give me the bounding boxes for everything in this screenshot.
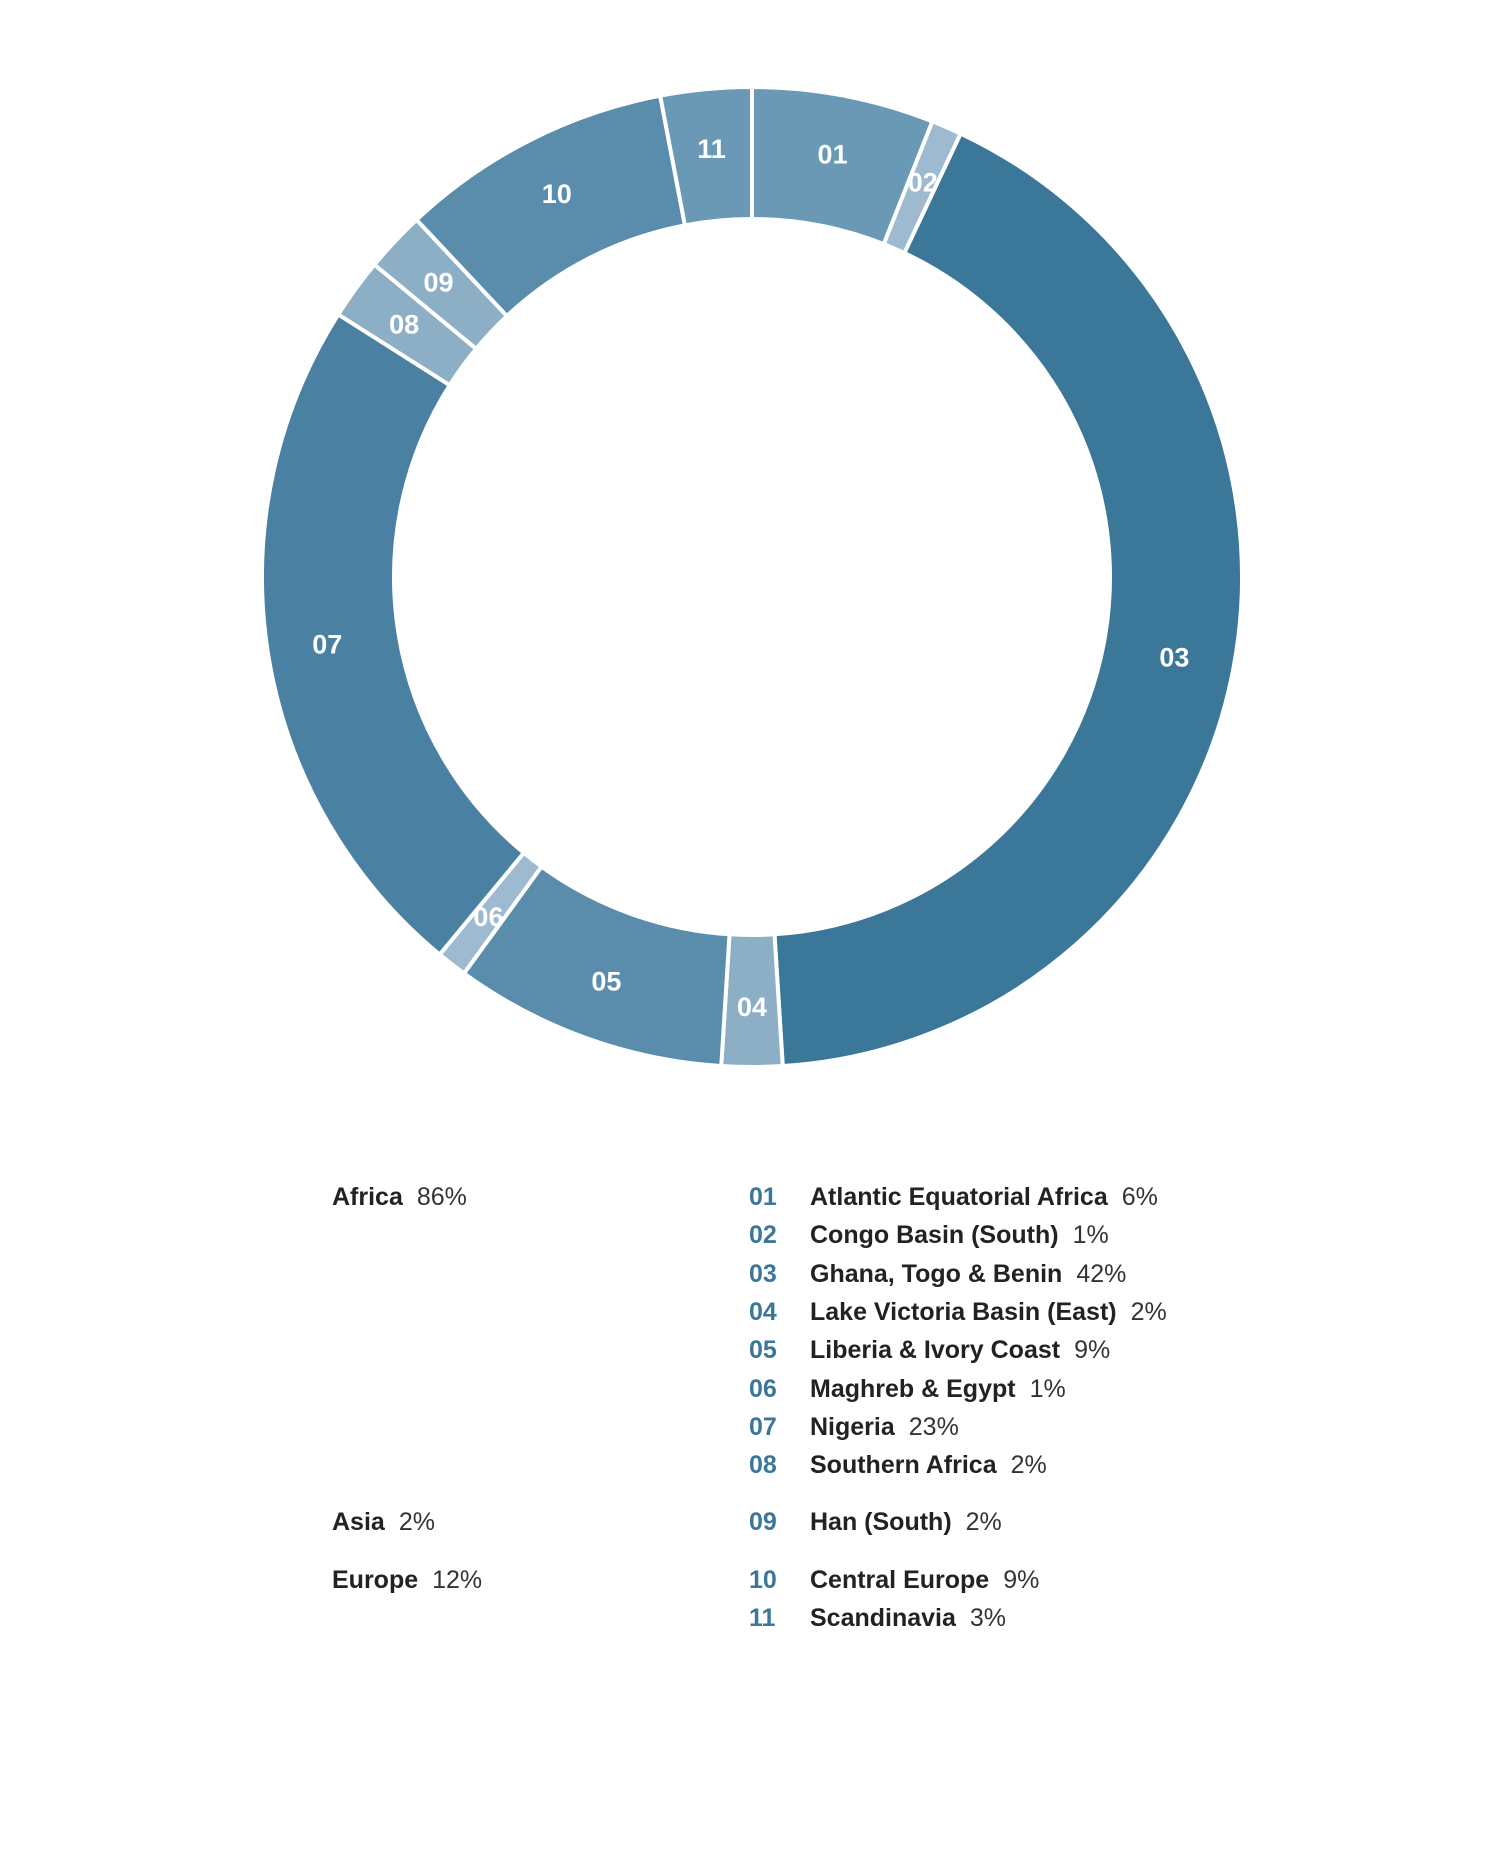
legend-code: 04 [749,1297,777,1326]
legend-name: Nigeria [810,1412,895,1441]
slice-11 [657,84,754,228]
legend-label: Central Europe 9% [810,1561,1039,1599]
legend-name: Han (South) [810,1508,952,1536]
slice-label-08: 08 [389,309,419,339]
legend-code: 09 [749,1508,777,1536]
legend-label: Ghana, Togo & Benin 42% [810,1255,1126,1293]
legend-percent: 23% [908,1412,959,1441]
region-row-africa: Africa 86% [332,1178,467,1216]
legend-label: Nigeria 23% [810,1408,959,1446]
legend-name: Maghreb & Egypt [810,1374,1016,1403]
legend-code: 01 [749,1183,777,1211]
legend-label: Liberia & Ivory Coast 9% [810,1331,1110,1369]
legend-name: Ghana, Togo & Benin [810,1259,1063,1288]
region-name: Africa [332,1183,403,1211]
legend-code: 05 [749,1336,777,1365]
slice-03 [772,130,1244,1069]
region-percent: 12% [432,1566,483,1594]
legend-percent: 9% [1003,1566,1040,1594]
legend-name: Atlantic Equatorial Africa [810,1183,1108,1211]
legend-label: Southern Africa 2% [810,1446,1047,1484]
slice-label-04: 04 [737,992,767,1022]
legend-name: Congo Basin (South) [810,1221,1059,1250]
legend-percent: 3% [969,1604,1007,1633]
legend-code: 07 [749,1412,777,1441]
legend-name: Lake Victoria Basin (East) [810,1297,1117,1326]
legend-percent: 1% [1072,1221,1109,1250]
legend-label: Scandinavia 3% [810,1599,1006,1637]
legend-percent: 1% [1029,1374,1066,1403]
legend-label: Lake Victoria Basin (East) 2% [810,1293,1167,1331]
slice-label-03: 03 [1159,643,1189,673]
legend-percent: 6% [1121,1183,1158,1211]
legend-name: Liberia & Ivory Coast [810,1336,1061,1365]
slice-label-07: 07 [312,629,342,659]
legend-label: Atlantic Equatorial Africa 6% [810,1178,1158,1216]
slice-07 [260,311,527,958]
legend-name: Southern Africa [810,1451,997,1480]
legend-name: Scandinavia [810,1604,956,1633]
region-row-asia: Asia 2% [332,1503,435,1541]
legend-code: 11 [749,1604,776,1633]
slice-label-10: 10 [542,179,572,209]
legend-percent: 2% [965,1508,1002,1536]
subregion-legend: 01 Atlantic Equatorial Africa 6% 02 Congo Ba… [749,1178,1269,1638]
legend-code: 02 [749,1221,777,1250]
legend-percent: 9% [1074,1336,1111,1365]
region-name: Asia [332,1508,385,1536]
legend-percent: 42% [1076,1259,1127,1288]
legend-code: 03 [749,1259,777,1288]
legend-label: Han (South) 2% [810,1503,1002,1541]
legend-label: Congo Basin (South) 1% [810,1216,1109,1254]
legend-name: Central Europe [810,1566,990,1594]
legend-code: 08 [749,1451,777,1480]
legend-code: 06 [749,1374,777,1403]
slice-label-11: 11 [697,134,726,164]
region-percent: 2% [398,1508,435,1536]
slice-label-01: 01 [818,140,848,170]
region-legend: Africa 86% Asia 2% Europe 12% [332,1178,632,1638]
legend-code: 10 [749,1566,777,1594]
legend-percent: 2% [1130,1297,1167,1326]
legend-percent: 2% [1010,1451,1047,1480]
region-name: Europe [332,1566,419,1594]
region-percent: 86% [416,1183,467,1211]
slice-label-05: 05 [591,967,621,997]
slice-label-09: 09 [424,268,454,298]
region-row-europe: Europe 12% [332,1561,482,1599]
legend-label: Maghreb & Egypt 1% [810,1370,1066,1408]
